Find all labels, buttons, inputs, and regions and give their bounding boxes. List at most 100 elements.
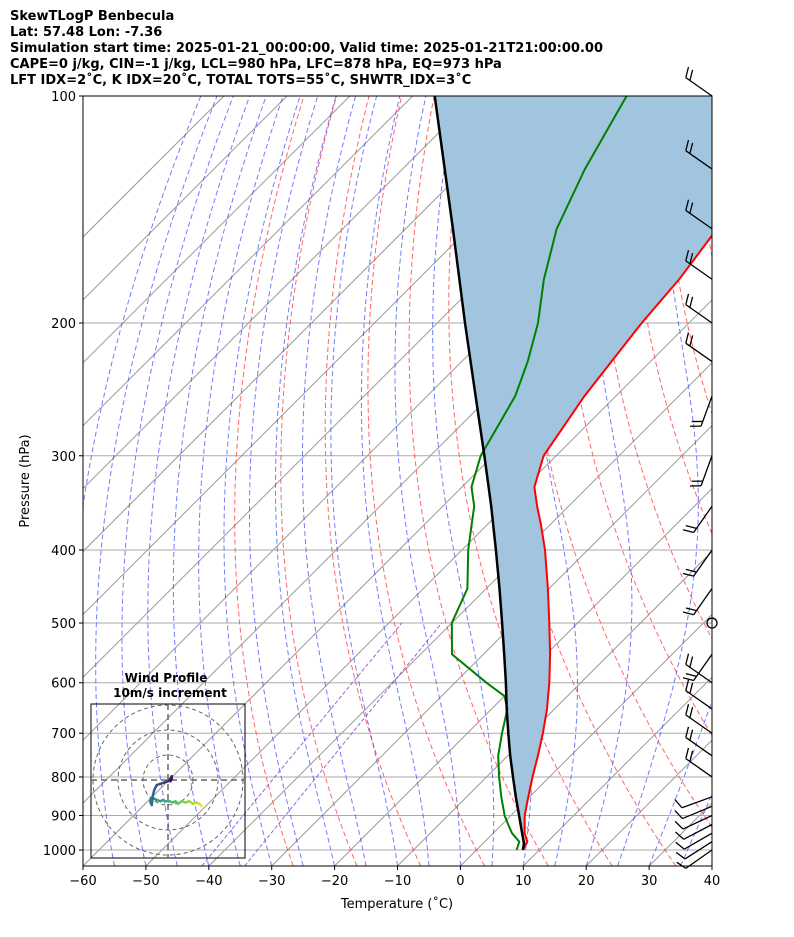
moist-adiabat-line [432, 96, 495, 866]
wind-barb [685, 653, 713, 684]
isotherm-line [334, 487, 712, 866]
wind-barb-feather [674, 810, 683, 819]
wind-barb-feather [689, 729, 694, 741]
wind-barb-staff [693, 653, 713, 681]
y-tick-label: 100 [51, 90, 76, 105]
wind-barb [682, 653, 713, 682]
wind-barb [675, 832, 713, 850]
wind-barb [674, 805, 713, 820]
wind-barb-feather [689, 750, 694, 762]
wind-barb-staff [693, 549, 713, 577]
wind-barb-feather [689, 656, 694, 668]
wind-barb-feather [676, 861, 687, 869]
wind-barb [674, 796, 713, 809]
wind-barb-feather [689, 202, 694, 214]
dry-adiabat-line [661, 96, 712, 416]
x-axis-label: Temperature (˚C) [340, 896, 453, 912]
wind-barb-staff [685, 714, 713, 734]
wind-barb-staff [683, 823, 713, 840]
isobar-grid [83, 96, 712, 851]
isotherm-line [83, 96, 288, 301]
wind-barb-staff [685, 77, 713, 97]
wind-barb-staff [682, 805, 713, 820]
cape-cin-fill [434, 96, 712, 850]
isotherm-line [83, 96, 225, 238]
dry-adiabat-line [760, 96, 794, 866]
dewpoint-line [450, 96, 628, 851]
isotherm-line [711, 865, 712, 866]
wind-barb-feather [685, 607, 697, 612]
wind-barb [685, 726, 713, 757]
dry-adiabat-line [727, 96, 794, 866]
wind-barb-staff [685, 209, 713, 230]
wind-barb-feather [685, 673, 697, 677]
dry-adiabat-line [559, 96, 712, 737]
wind-barb [685, 704, 713, 734]
wind-barbs [674, 66, 718, 869]
wind-barb-feather [685, 139, 690, 151]
wind-barb-feather [682, 529, 694, 534]
hodograph-segment [169, 777, 173, 783]
profile-lines [433, 96, 712, 851]
wind-barb-feather [689, 142, 694, 154]
wind-barb [676, 849, 713, 869]
wind-barb-staff [682, 814, 713, 830]
wind-barb [685, 250, 713, 280]
wind-barb-feather [685, 66, 690, 78]
wind-barb [685, 293, 713, 324]
isotherm-line [775, 96, 794, 866]
wind-barb-staff [685, 690, 713, 710]
y-tick-label: 1000 [43, 844, 76, 859]
x-tick-label: −60 [69, 874, 96, 889]
y-tick-label: 600 [51, 677, 76, 692]
y-tick-label: 300 [51, 450, 76, 465]
title-line-station: SkewTLogP Benbecula [10, 9, 175, 24]
wind-barb-feather [682, 677, 694, 682]
wind-barb-staff [683, 832, 713, 850]
moist-adiabat-line [198, 96, 284, 866]
wind-barb [682, 549, 713, 577]
wind-barb [685, 139, 713, 170]
parcel-profile-line [433, 96, 526, 851]
wind-barb-feather [685, 293, 690, 305]
dry-adiabat-line [280, 96, 358, 866]
title-line-indices-1: CAPE=0 j/kg, CIN=-1 j/kg, LCL=980 hPa, L… [10, 57, 502, 72]
wind-barb [685, 747, 713, 778]
isotherm-line [460, 613, 712, 866]
moist-adiabat-line [585, 96, 633, 866]
wind-barb-staff [693, 588, 713, 616]
wind-barb-feather [685, 525, 697, 529]
wind-barb-staff [700, 455, 713, 487]
isotherm-line [83, 96, 476, 490]
moist-adiabat-line [249, 96, 319, 866]
wind-barb [685, 679, 713, 710]
moist-adiabat-line [223, 96, 301, 866]
y-tick-label: 700 [51, 727, 76, 742]
wind-barb-feather [674, 820, 684, 830]
title-line-location: Lat: 57.48 Lon: -7.36 [10, 25, 163, 40]
wind-barb-feather [674, 798, 683, 809]
moist-adiabat-line [330, 96, 398, 866]
moist-adiabat-line [172, 96, 267, 866]
mixing-ratio-lines [201, 622, 443, 866]
wind-barb-staff [693, 505, 713, 533]
wind-barb-feather [689, 296, 694, 308]
isotherm-line [271, 424, 712, 866]
hodograph-subtitle: 10m/s increment [113, 686, 227, 700]
moist-adiabat-line [680, 792, 712, 866]
moist-adiabat-line [302, 96, 367, 866]
wind-barb-feather [685, 653, 690, 665]
moist-adiabat-line [617, 96, 699, 866]
y-tick-label: 900 [51, 810, 76, 825]
moist-adiabat-line [394, 96, 461, 866]
wind-barb-feather [685, 199, 690, 211]
x-tick-label: 40 [704, 874, 721, 889]
x-tick-label: 20 [578, 874, 595, 889]
moist-adiabat-line [360, 96, 430, 866]
wind-barb-staff [685, 758, 713, 778]
y-axis-label: Pressure (hPa) [18, 434, 33, 527]
hodograph-segment [150, 793, 155, 807]
wind-barb-feather [682, 611, 694, 616]
wind-barb [685, 199, 713, 230]
isotherm-line [83, 96, 414, 427]
